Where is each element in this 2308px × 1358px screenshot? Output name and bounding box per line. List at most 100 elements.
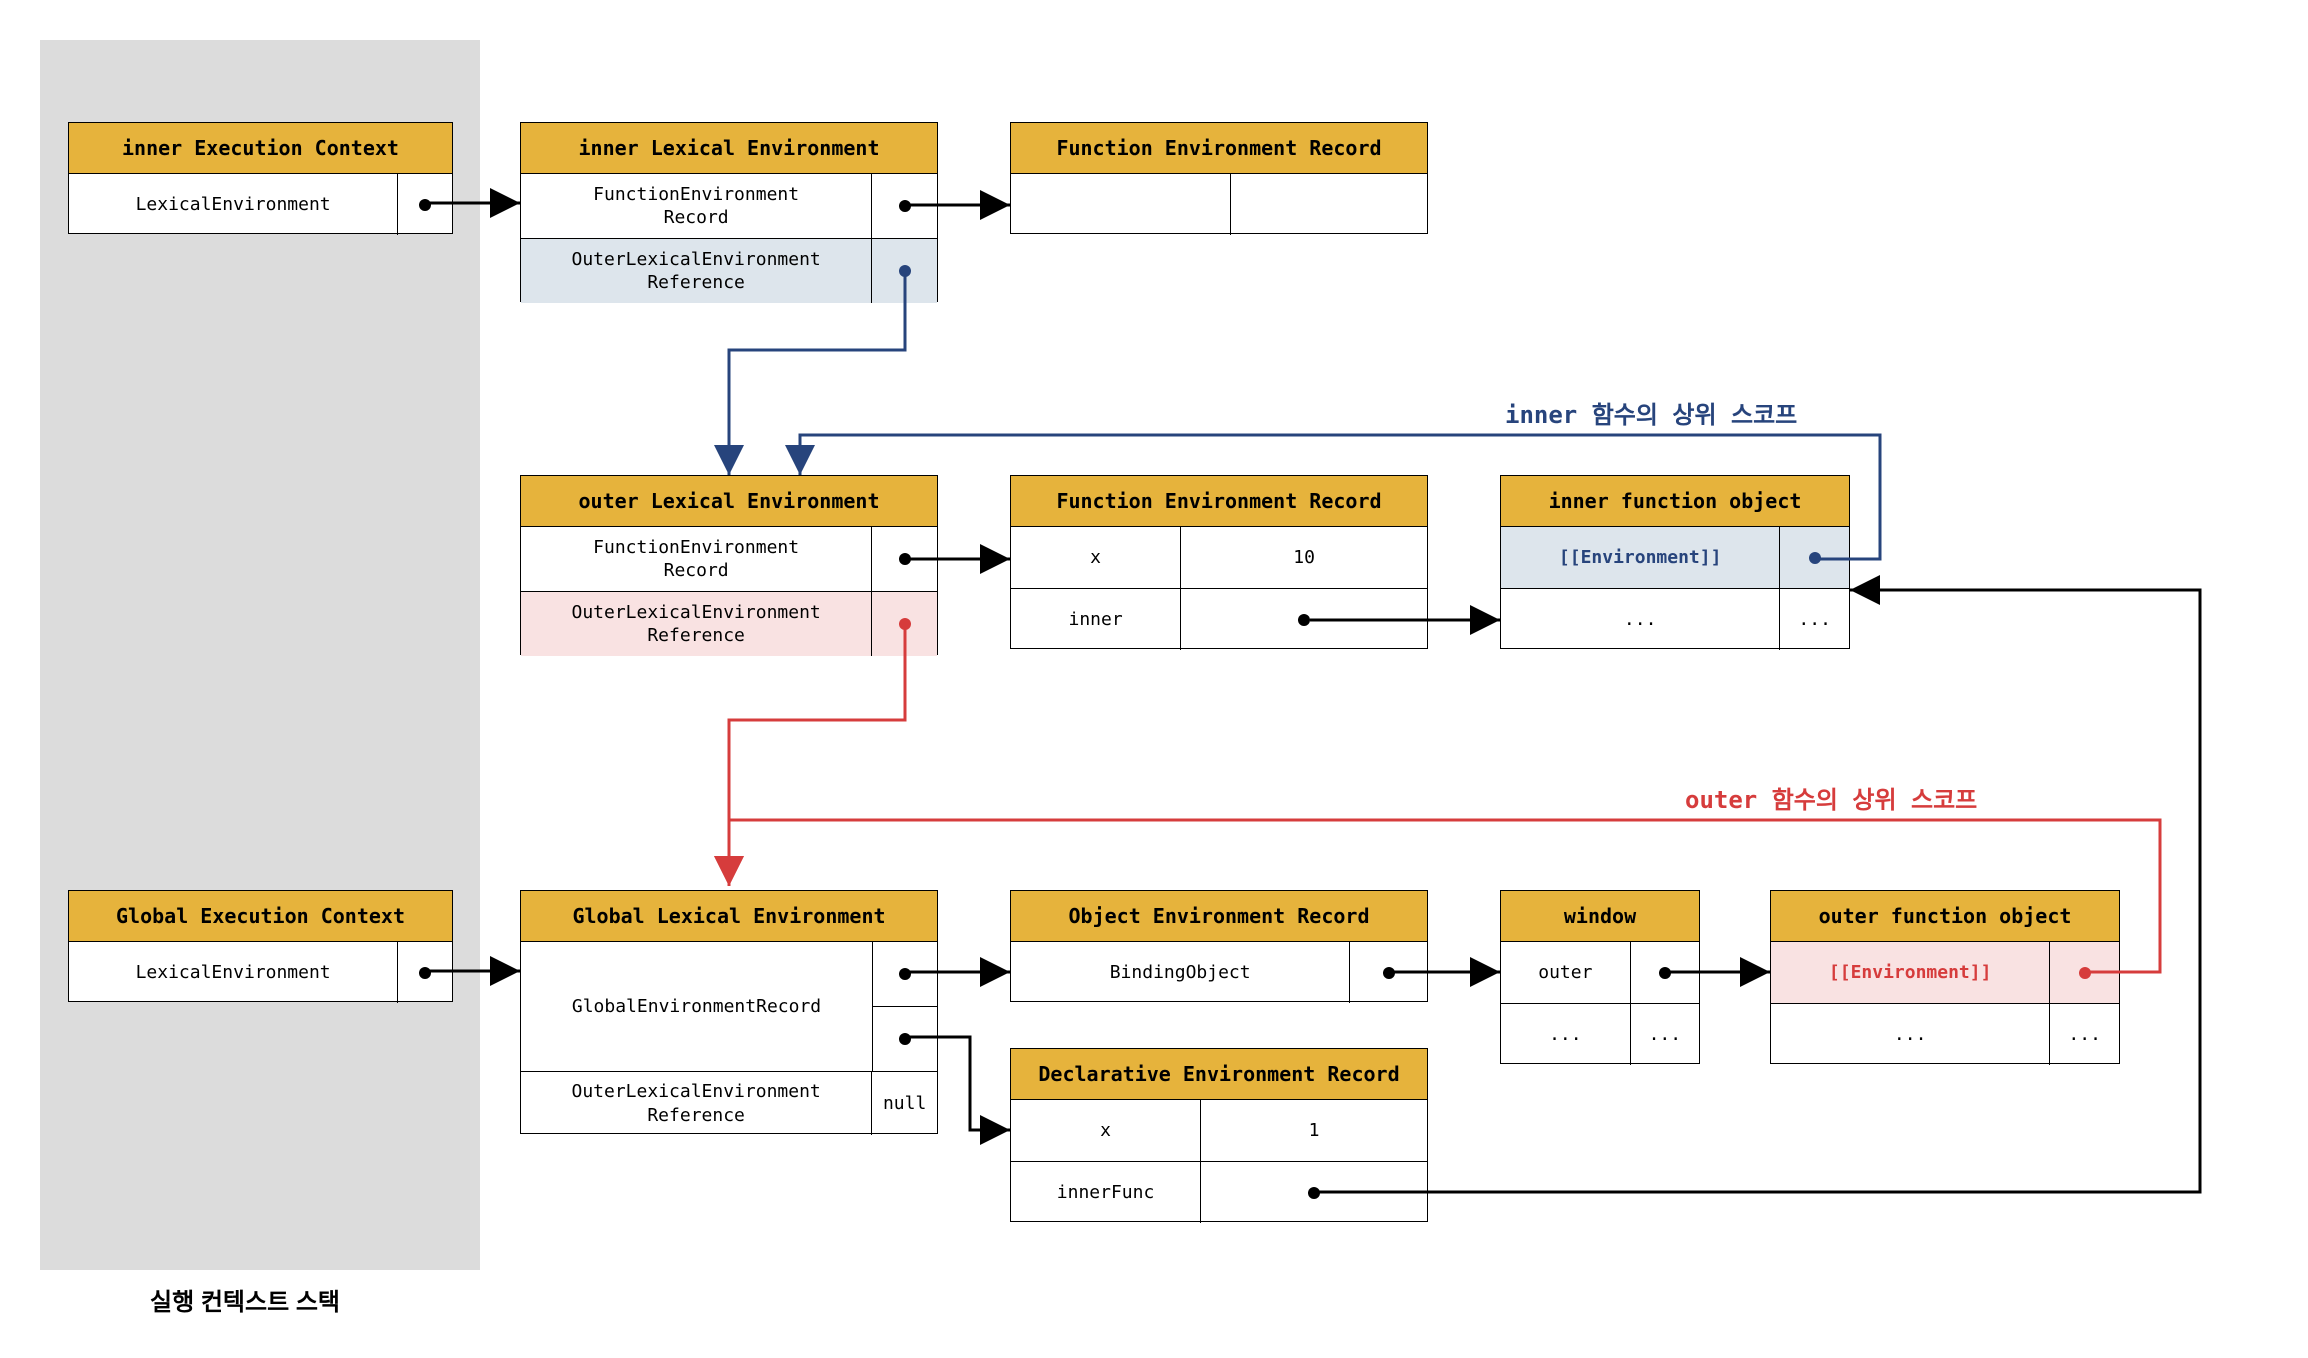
cell: null [871,1072,937,1135]
row: ...... [1771,1003,2119,1065]
cell: LexicalEnvironment [69,174,397,235]
cell [871,239,937,303]
merged-cell-global-env-record: GlobalEnvironmentRecord [521,941,873,1071]
box-fer_top: Function Environment Record [1010,122,1428,234]
annotation-outer_scope: outer 함수의 상위 스코프 [1685,780,1977,815]
cell: OuterLexicalEnvironment Reference [521,1072,871,1135]
box-outer_le: outer Lexical EnvironmentFunctionEnviron… [520,475,938,655]
arrow [729,624,905,886]
box-window: windowouter...... [1500,890,1700,1064]
pointer-dot [899,618,911,630]
row: x1 [1011,1099,1427,1161]
pointer-dot [1809,552,1821,564]
box-header-fer_top: Function Environment Record [1011,123,1427,173]
cell: BindingObject [1011,942,1349,1003]
box-header-oer: Object Environment Record [1011,891,1427,941]
cell: OuterLexicalEnvironment Reference [521,592,871,656]
row: inner [1011,588,1427,650]
box-global_ec: Global Execution ContextLexicalEnvironme… [68,890,453,1002]
row: LexicalEnvironment [69,941,452,1003]
cell: FunctionEnvironment Record [521,527,871,591]
box-outer_fn_obj: outer function object[[Environment]]....… [1770,890,2120,1064]
cell [871,592,937,656]
box-inner_le: inner Lexical EnvironmentFunctionEnviron… [520,122,938,302]
cell: FunctionEnvironment Record [521,174,871,238]
pointer-dot [419,967,431,979]
box-header-inner_fn_obj: inner function object [1501,476,1849,526]
row: OuterLexicalEnvironment Referencenull [521,1071,937,1135]
cell: ... [1771,1004,2049,1065]
cell: ... [1501,589,1779,650]
pointer-dot [1659,967,1671,979]
cell [1779,527,1849,588]
row: [[Environment]] [1501,526,1849,588]
stack-caption: 실행 컨텍스트 스택 [150,1282,340,1317]
cell: x [1011,1100,1200,1161]
row: FunctionEnvironment Record [521,526,937,591]
cell [1011,174,1230,235]
pointer-dot [1383,967,1395,979]
box-header-global_le: Global Lexical Environment [521,891,937,941]
cell [871,942,937,1006]
pointer-dot [419,199,431,211]
box-header-outer_fn_obj: outer function object [1771,891,2119,941]
row [1011,173,1427,235]
cell [871,1006,937,1071]
row: ...... [1501,588,1849,650]
row: BindingObject [1011,941,1427,1003]
cell [871,527,937,591]
pointer-dot [1298,614,1310,626]
row: OuterLexicalEnvironment Reference [521,591,937,656]
cell: LexicalEnvironment [69,942,397,1003]
cell: [[Environment]] [1771,942,2049,1003]
pointer-dot [1308,1187,1320,1199]
box-inner_fn_obj: inner function object[[Environment]]....… [1500,475,1850,649]
box-header-global_ec: Global Execution Context [69,891,452,941]
pointer-dot [899,265,911,277]
box-der: Declarative Environment Recordx1innerFun… [1010,1048,1428,1222]
box-oer: Object Environment RecordBindingObject [1010,890,1428,1002]
cell: ... [1630,1004,1699,1065]
box-header-fer_mid: Function Environment Record [1011,476,1427,526]
cell [871,174,937,238]
row: outer [1501,941,1699,1003]
box-header-outer_le: outer Lexical Environment [521,476,937,526]
cell: inner [1011,589,1180,650]
row: x10 [1011,526,1427,588]
cell: x [1011,527,1180,588]
cell: OuterLexicalEnvironment Reference [521,239,871,303]
box-header-der: Declarative Environment Record [1011,1049,1427,1099]
row: ...... [1501,1003,1699,1065]
cell: ... [2049,1004,2119,1065]
pointer-dot [899,1033,911,1045]
pointer-dot [899,553,911,565]
cell: ... [1779,589,1849,650]
cell: innerFunc [1011,1162,1200,1223]
row: innerFunc [1011,1161,1427,1223]
cell [1180,589,1427,650]
cell [397,174,452,235]
pointer-dot [899,200,911,212]
cell: [[Environment]] [1501,527,1779,588]
box-header-inner_le: inner Lexical Environment [521,123,937,173]
annotation-inner_scope: inner 함수의 상위 스코프 [1505,395,1797,430]
box-inner_ec: inner Execution ContextLexicalEnvironmen… [68,122,453,234]
box-fer_mid: Function Environment Recordx10inner [1010,475,1428,649]
row: FunctionEnvironment Record [521,173,937,238]
box-header-window: window [1501,891,1699,941]
pointer-dot [2079,967,2091,979]
cell [1349,942,1427,1003]
cell: outer [1501,942,1630,1003]
cell: 10 [1180,527,1427,588]
row: [[Environment]] [1771,941,2119,1003]
row: LexicalEnvironment [69,173,452,235]
cell [1230,174,1427,235]
cell: 1 [1200,1100,1427,1161]
cell [2049,942,2119,1003]
cell [397,942,452,1003]
pointer-dot [899,968,911,980]
box-global_le: Global Lexical EnvironmentGlobalEnvironm… [520,890,938,1134]
cell: ... [1501,1004,1630,1065]
box-header-inner_ec: inner Execution Context [69,123,452,173]
cell [1630,942,1699,1003]
